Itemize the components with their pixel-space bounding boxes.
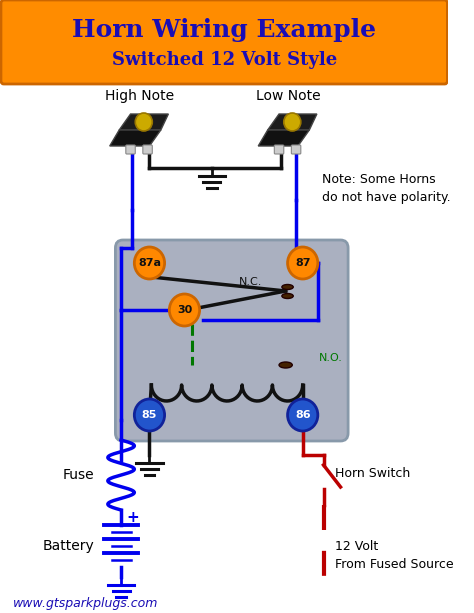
- Text: High Note: High Note: [105, 89, 174, 103]
- Text: Horn Wiring Example: Horn Wiring Example: [72, 18, 376, 42]
- Circle shape: [169, 294, 200, 326]
- Text: 87: 87: [295, 258, 310, 268]
- Text: Fuse: Fuse: [63, 468, 95, 482]
- FancyBboxPatch shape: [274, 145, 284, 154]
- Text: www.gtsparkplugs.com: www.gtsparkplugs.com: [13, 596, 159, 609]
- Text: Switched 12 Volt Style: Switched 12 Volt Style: [111, 51, 337, 69]
- FancyBboxPatch shape: [115, 240, 348, 441]
- Ellipse shape: [279, 362, 292, 368]
- Text: N.C.: N.C.: [239, 277, 263, 287]
- Circle shape: [288, 247, 318, 279]
- Text: Low Note: Low Note: [256, 89, 321, 103]
- Polygon shape: [268, 114, 317, 130]
- Polygon shape: [258, 130, 310, 146]
- Text: Battery: Battery: [43, 539, 95, 553]
- Text: 30: 30: [177, 305, 192, 315]
- Text: Horn Switch: Horn Switch: [335, 466, 410, 479]
- Text: N.O.: N.O.: [319, 353, 343, 363]
- Circle shape: [134, 399, 164, 431]
- FancyBboxPatch shape: [143, 145, 152, 154]
- FancyBboxPatch shape: [126, 145, 135, 154]
- Ellipse shape: [282, 284, 293, 289]
- FancyBboxPatch shape: [292, 145, 301, 154]
- Text: 85: 85: [142, 410, 157, 420]
- Circle shape: [134, 247, 164, 279]
- Polygon shape: [109, 130, 161, 146]
- Circle shape: [135, 113, 152, 131]
- Text: 12 Volt
From Fused Source: 12 Volt From Fused Source: [335, 539, 454, 571]
- FancyBboxPatch shape: [1, 0, 447, 84]
- Text: 86: 86: [295, 410, 310, 420]
- Text: +: +: [127, 511, 139, 525]
- Circle shape: [288, 399, 318, 431]
- Text: 87a: 87a: [138, 258, 161, 268]
- Ellipse shape: [282, 294, 293, 299]
- Polygon shape: [119, 114, 168, 130]
- Circle shape: [284, 113, 301, 131]
- Text: Note: Some Horns
do not have polarity.: Note: Some Horns do not have polarity.: [322, 172, 450, 204]
